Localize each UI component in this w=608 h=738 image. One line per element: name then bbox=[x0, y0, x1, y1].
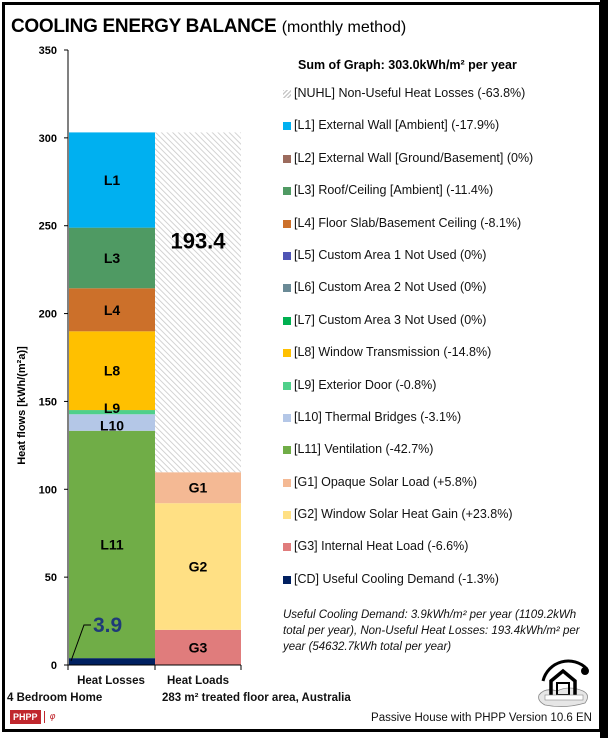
bar-segment-l10 bbox=[69, 414, 155, 431]
legend-item-l11: [L11] Ventilation (-42.7%) bbox=[283, 442, 533, 474]
annotation-leader-line bbox=[70, 624, 91, 662]
legend-swatch-l3 bbox=[283, 187, 291, 196]
bar-segment-g1 bbox=[155, 472, 241, 504]
data-label-l11: L11 bbox=[100, 536, 124, 552]
legend-label: [L3] Roof/Ceiling [Ambient] (-11.4%) bbox=[294, 183, 494, 198]
y-tick-label-300: 300 bbox=[39, 133, 57, 145]
legend-swatch-l4 bbox=[283, 219, 291, 228]
legend-item-g2: [G2] Window Solar Heat Gain (+23.8%) bbox=[283, 507, 533, 539]
bar-segment-g2 bbox=[155, 503, 241, 630]
legend-swatch-l11 bbox=[283, 446, 291, 455]
legend-label: [L8] Window Transmission (-14.8%) bbox=[294, 345, 492, 360]
data-label-l10: L10 bbox=[100, 418, 124, 434]
legend-swatch-l10 bbox=[283, 413, 291, 422]
legend-item-nuhl: [NUHL] Non-Useful Heat Losses (-63.8%) bbox=[283, 86, 533, 118]
data-label-g1: G1 bbox=[189, 480, 208, 496]
legend-swatch-g2 bbox=[283, 511, 291, 520]
data-label-g2: G2 bbox=[189, 559, 208, 575]
legend-item-l8: [L8] Window Transmission (-14.8%) bbox=[283, 345, 533, 377]
annotation-cooling-demand: 3.9 bbox=[93, 614, 122, 637]
legend-item-g3: [G3] Internal Heat Load (-6.6%) bbox=[283, 539, 533, 571]
legend-swatch-l6 bbox=[283, 284, 291, 293]
bar-segment-l9 bbox=[69, 410, 155, 415]
summary-note: Useful Cooling Demand: 3.9kWh/m² per yea… bbox=[283, 609, 580, 653]
x-tick-label-0: Heat Losses bbox=[77, 675, 145, 687]
legend-item-l7: [L7] Custom Area 3 Not Used (0%) bbox=[283, 313, 533, 345]
y-tick-label-50: 50 bbox=[45, 572, 57, 584]
legend-item-l2: [L2] External Wall [Ground/Basement] (0%… bbox=[283, 151, 533, 183]
legend-swatch-g1 bbox=[283, 478, 291, 487]
legend-item-l3: [L3] Roof/Ceiling [Ambient] (-11.4%) bbox=[283, 183, 533, 215]
legend-item-cd: [CD] Useful Cooling Demand (-1.3%) bbox=[283, 572, 533, 604]
data-label-l3: L3 bbox=[104, 250, 121, 266]
bar-segment-l11 bbox=[69, 430, 155, 659]
y-axis-label: Heat flows [kWh/(m²a)] bbox=[16, 346, 28, 465]
x-tick-label-1: Heat Loads bbox=[167, 675, 229, 687]
legend-label: [L5] Custom Area 1 Not Used (0%) bbox=[294, 247, 487, 262]
legend-swatch-l9 bbox=[283, 381, 291, 390]
legend-item-l4: [L4] Floor Slab/Basement Ceiling (-8.1%) bbox=[283, 216, 533, 248]
chart-title: COOLING ENERGY BALANCE (monthly method) bbox=[11, 16, 406, 38]
data-label-nuhl: 193.4 bbox=[170, 228, 226, 253]
legend-swatch-cd bbox=[283, 575, 291, 584]
phpp-logo-text: PHPP bbox=[10, 710, 41, 724]
y-tick-label-100: 100 bbox=[39, 484, 57, 496]
legend-swatch-l2 bbox=[283, 154, 291, 163]
legend-label: [L11] Ventilation (-42.7%) bbox=[294, 442, 434, 457]
x-sublabel-1: 283 m² treated floor area, Australia bbox=[162, 692, 351, 704]
phpp-logo-icon: φ bbox=[43, 711, 61, 723]
y-tick-label-200: 200 bbox=[39, 309, 57, 321]
phpp-badge: PHPP φ bbox=[10, 710, 60, 724]
title-sub: (monthly method) bbox=[281, 19, 407, 36]
legend-label: [NUHL] Non-Useful Heat Losses (-63.8%) bbox=[294, 86, 526, 100]
bar-segment-g3 bbox=[155, 629, 241, 665]
data-label-g3: G3 bbox=[189, 639, 208, 655]
legend-swatch-g3 bbox=[283, 543, 291, 552]
data-label-l9: L9 bbox=[104, 400, 121, 416]
y-tick-label-350: 350 bbox=[39, 45, 57, 57]
x-sublabel-0: 4 Bedroom Home bbox=[7, 692, 102, 704]
legend-item-g1: [G1] Opaque Solar Load (+5.8%) bbox=[283, 475, 533, 507]
y-tick-label-250: 250 bbox=[39, 221, 57, 233]
data-label-l1: L1 bbox=[104, 172, 121, 188]
legend-label: [L9] Exterior Door (-0.8%) bbox=[294, 377, 437, 392]
bar-segment-l3 bbox=[69, 227, 155, 289]
data-label-l4: L4 bbox=[104, 302, 121, 318]
bar-segment-cd bbox=[69, 658, 155, 665]
legend-label: [L1] External Wall [Ambient] (-17.9%) bbox=[294, 118, 500, 133]
legend-label: [CD] Useful Cooling Demand (-1.3%) bbox=[294, 571, 499, 586]
legend-item-l9: [L9] Exterior Door (-0.8%) bbox=[283, 378, 533, 410]
legend-label: [L7] Custom Area 3 Not Used (0%) bbox=[294, 312, 487, 327]
legend-item-l5: [L5] Custom Area 1 Not Used (0%) bbox=[283, 248, 533, 280]
title-main: COOLING ENERGY BALANCE bbox=[11, 16, 277, 37]
legend-swatch-nuhl bbox=[283, 90, 291, 98]
legend-item-l1: [L1] External Wall [Ambient] (-17.9%) bbox=[283, 118, 533, 150]
legend: [NUHL] Non-Useful Heat Losses (-63.8%) [L… bbox=[283, 86, 533, 604]
legend-swatch-l5 bbox=[283, 251, 291, 260]
building-physics-logo-icon bbox=[538, 659, 589, 707]
legend-swatch-l7 bbox=[283, 316, 291, 325]
legend-item-l6: [L6] Custom Area 2 Not Used (0%) bbox=[283, 280, 533, 312]
data-label-l8: L8 bbox=[104, 363, 121, 379]
frame-edge bbox=[600, 0, 608, 738]
bar-segment-l4 bbox=[69, 288, 155, 332]
bar-segment-nuhl bbox=[155, 132, 241, 473]
y-tick-label-150: 150 bbox=[39, 396, 57, 408]
footer-version: Passive House with PHPP Version 10.6 EN bbox=[371, 712, 592, 724]
legend-label: [L4] Floor Slab/Basement Ceiling (-8.1%) bbox=[294, 215, 522, 230]
legend-label: [G1] Opaque Solar Load (+5.8%) bbox=[294, 474, 478, 489]
legend-label: [G3] Internal Heat Load (-6.6%) bbox=[294, 539, 469, 554]
legend-label: [G2] Window Solar Heat Gain (+23.8%) bbox=[294, 507, 513, 522]
legend-label: [L6] Custom Area 2 Not Used (0%) bbox=[294, 280, 487, 295]
bar-segment-l1 bbox=[69, 132, 155, 228]
legend-title: Sum of Graph: 303.0kWh/m² per year bbox=[298, 58, 517, 72]
legend-swatch-l1 bbox=[283, 122, 291, 131]
legend-swatch-l8 bbox=[283, 349, 291, 358]
legend-label: [L2] External Wall [Ground/Basement] (0%… bbox=[294, 150, 534, 165]
y-tick-label-0: 0 bbox=[51, 660, 57, 672]
legend-item-l10: [L10] Thermal Bridges (-3.1%) bbox=[283, 410, 533, 442]
legend-label: [L10] Thermal Bridges (-3.1%) bbox=[294, 409, 462, 424]
bar-segment-l8 bbox=[69, 331, 155, 411]
